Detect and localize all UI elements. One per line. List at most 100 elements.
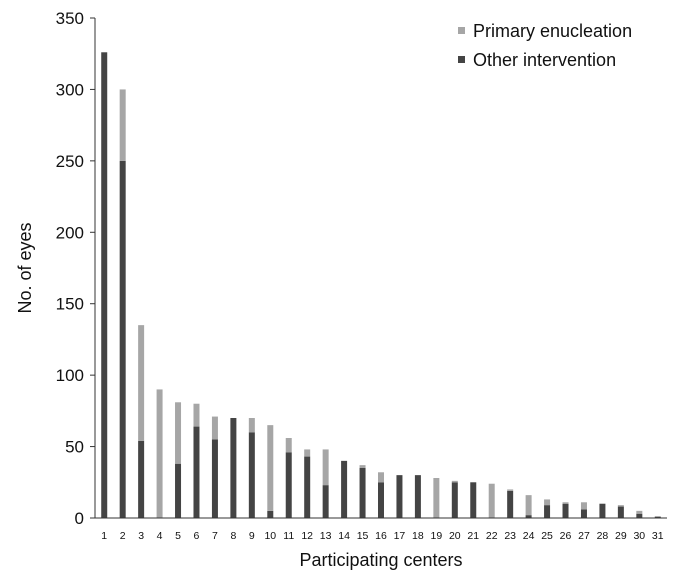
bar-other-intervention	[211, 439, 218, 518]
y-tick-label: 50	[65, 438, 84, 457]
x-tick-label: 2	[120, 530, 126, 542]
x-tick-label: 15	[357, 530, 369, 542]
bar-other-intervention	[267, 510, 274, 518]
bar-other-intervention	[470, 482, 477, 518]
x-tick-label: 16	[375, 530, 387, 542]
bar-other-intervention	[396, 475, 403, 518]
x-tick-label: 22	[486, 530, 498, 542]
bar-other-intervention	[544, 505, 551, 518]
legend: Primary enucleation Other intervention	[458, 21, 632, 70]
x-tick-label: 6	[194, 530, 200, 542]
bar-other-intervention	[636, 513, 643, 518]
y-tick-labels: 0 50 100 150 200 250 300 350	[56, 9, 95, 528]
x-tick-label: 3	[138, 530, 144, 542]
legend-swatch-primary-enucleation	[458, 27, 465, 34]
x-tick-label: 20	[449, 530, 461, 542]
y-tick-label: 0	[75, 509, 84, 528]
x-tick-label: 17	[394, 530, 406, 542]
bar-other-intervention	[599, 503, 606, 518]
bar-primary-enucleation	[119, 89, 126, 161]
bar-primary-enucleation	[507, 489, 514, 491]
bar-primary-enucleation	[451, 480, 458, 483]
bar-other-intervention	[507, 490, 514, 518]
bar-primary-enucleation	[617, 505, 624, 507]
bar-primary-enucleation	[248, 418, 255, 433]
y-tick-label: 100	[56, 366, 84, 385]
bar-other-intervention	[230, 418, 237, 518]
bar-other-intervention	[285, 452, 292, 518]
bar-other-intervention	[378, 482, 384, 518]
bar-other-intervention	[193, 426, 200, 518]
bar-primary-enucleation	[193, 403, 200, 427]
bar-other-intervention	[138, 440, 145, 518]
legend-label-primary-enucleation: Primary enucleation	[473, 21, 632, 41]
x-tick-label: 8	[230, 530, 236, 542]
bar-other-intervention	[322, 485, 329, 518]
bar-primary-enucleation	[636, 510, 643, 514]
x-tick-label: 25	[541, 530, 553, 542]
x-tick-labels: 1 2 3 4 5 6 7 8 9 10 11 12 13 14 15 16 17 18 19 20 21 22 23 24 2…	[101, 530, 663, 542]
bar-primary-enucleation	[285, 438, 292, 453]
bar-other-intervention	[451, 482, 458, 518]
bar-primary-enucleation	[359, 465, 366, 468]
x-tick-label: 30	[633, 530, 645, 542]
x-tick-label: 7	[212, 530, 218, 542]
y-tick-label: 150	[56, 295, 84, 314]
x-tick-label: 5	[175, 530, 181, 542]
y-tick-label: 250	[56, 152, 84, 171]
bar-other-intervention	[248, 432, 255, 518]
x-tick-label: 26	[560, 530, 572, 542]
y-tick-label: 300	[56, 80, 84, 99]
bar-primary-enucleation	[322, 449, 329, 486]
bar-primary-enucleation	[562, 502, 569, 504]
bar-primary-enucleation	[211, 416, 218, 440]
legend-label-other-intervention: Other intervention	[473, 50, 616, 70]
bar-primary-enucleation	[544, 499, 551, 506]
bar-other-intervention	[359, 468, 366, 518]
bar-other-intervention	[119, 160, 126, 518]
y-tick-label: 350	[56, 9, 84, 28]
bar-other-intervention	[580, 509, 587, 518]
x-axis-title: Participating centers	[299, 550, 462, 570]
bar-other-intervention	[341, 460, 348, 518]
bar-other-intervention	[175, 463, 182, 518]
x-tick-label: 12	[301, 530, 313, 542]
x-tick-label: 28	[597, 530, 609, 542]
bar-primary-enucleation	[580, 502, 587, 510]
y-axis-title: No. of eyes	[15, 222, 35, 313]
x-tick-label: 27	[578, 530, 590, 542]
x-tick-label: 23	[504, 530, 516, 542]
bar-primary-enucleation	[525, 495, 532, 516]
bar-primary-enucleation	[138, 325, 145, 441]
x-tick-label: 1	[101, 530, 107, 542]
x-tick-label: 13	[320, 530, 332, 542]
x-tick-label: 10	[264, 530, 276, 542]
bar-primary-enucleation	[175, 402, 182, 464]
x-tick-label: 21	[467, 530, 479, 542]
x-tick-label: 29	[615, 530, 627, 542]
y-tick-label: 200	[56, 223, 84, 242]
bar-other-intervention	[654, 516, 661, 518]
bar-other-intervention	[617, 506, 624, 518]
x-tick-label: 11	[283, 530, 294, 542]
bar-primary-enucleation	[267, 425, 274, 511]
bar-other-intervention	[101, 52, 108, 519]
bar-primary-enucleation	[378, 472, 384, 483]
bar-other-intervention	[525, 515, 532, 518]
bar-primary-enucleation	[156, 389, 163, 518]
bar-primary-enucleation	[433, 478, 440, 518]
legend-swatch-other-intervention	[458, 56, 465, 63]
bar-marks	[101, 52, 661, 519]
x-tick-label: 4	[157, 530, 163, 542]
bar-primary-enucleation	[304, 449, 311, 457]
x-tick-label: 31	[652, 530, 664, 542]
bar-primary-enucleation	[488, 483, 495, 518]
x-tick-label: 24	[523, 530, 535, 542]
x-tick-label: 19	[431, 530, 443, 542]
bar-other-intervention	[562, 503, 569, 518]
x-tick-label: 9	[249, 530, 255, 542]
bar-other-intervention	[304, 456, 311, 518]
bar-other-intervention	[414, 475, 421, 518]
x-tick-label: 14	[338, 530, 350, 542]
